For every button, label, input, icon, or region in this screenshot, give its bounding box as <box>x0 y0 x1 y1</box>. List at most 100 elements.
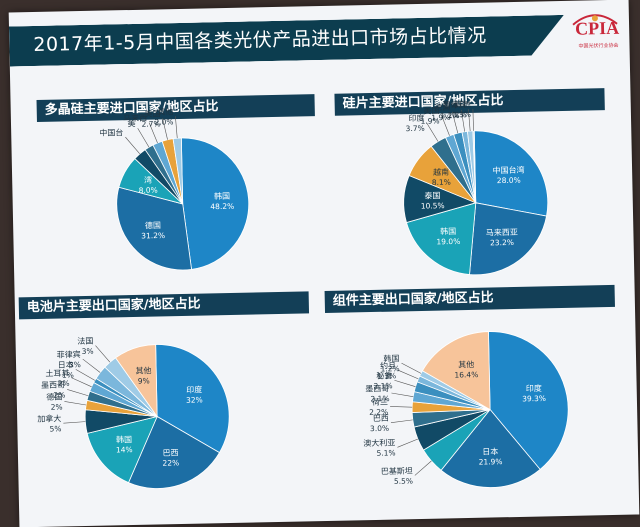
slide: 2017年1-5月中国各类光伏产品进出口市场占比情况 CPIA 中国光伏行业协会… <box>8 0 640 527</box>
slice-label: 巴西 <box>373 414 389 423</box>
leader-line <box>441 115 450 136</box>
slice-value-label: 31.2% <box>141 231 165 240</box>
leader-line <box>468 109 471 132</box>
slice-label: 韩国 <box>214 191 230 201</box>
slice-label: 澳大利亚 <box>363 437 395 448</box>
slice-value-label: 48.2% <box>210 202 234 211</box>
slice-label: 中国台 <box>99 127 123 138</box>
slice-label: 日本 <box>443 100 459 110</box>
slice-label: 其他 <box>135 365 151 375</box>
slice-value-label: 2% <box>58 379 70 388</box>
slice-value-label: 2.1% <box>373 381 392 390</box>
slice-value-label: 8.0% <box>139 186 158 195</box>
leader-line <box>461 109 465 132</box>
slice-value-label: 2.2% <box>369 407 388 416</box>
slice-value-label: 2.1% <box>370 394 389 403</box>
leader-line <box>148 122 158 144</box>
leader-line <box>137 128 150 148</box>
leader-line <box>82 358 101 373</box>
leader-line <box>472 108 474 131</box>
slice-label: 泰国 <box>424 190 440 200</box>
leader-line <box>125 136 140 155</box>
slice-value-label: 8.1% <box>432 178 451 187</box>
slice-value-label: 5% <box>50 424 62 433</box>
slice-value-label: 23.2% <box>490 238 514 247</box>
slice-label: 墨西哥 <box>365 384 389 394</box>
slice-value-label: 14% <box>116 445 133 454</box>
slice-label: 印度 <box>186 384 202 394</box>
leader-line <box>394 379 416 387</box>
slice-value-label: 21.9% <box>479 457 503 466</box>
slice-value-label: 2% <box>51 403 63 412</box>
pie-chart-module: 印度39.3%日本21.9%巴基斯坦5.5%澳大利亚5.1%巴西3.0%荷兰2.… <box>363 331 569 488</box>
slice-label: 马来西亚 <box>486 228 518 238</box>
leader-line <box>397 438 419 448</box>
slice-label: 秘鲁 <box>376 370 392 380</box>
slice-label: 越南 <box>433 167 449 177</box>
slice-value-label: 9% <box>138 376 150 385</box>
slice-value-label: 19.0% <box>436 237 460 246</box>
slice-label: 韩国 <box>440 226 456 236</box>
slice-label: 墨西哥 <box>41 380 65 390</box>
logo-word: CPIA <box>574 17 620 39</box>
slice-label: 德国 <box>434 102 450 112</box>
pie-slice <box>488 331 569 470</box>
slice-label: 其他 <box>157 106 173 116</box>
leader-line <box>63 421 86 424</box>
slice-label: 其他 <box>455 99 471 109</box>
leader-line <box>64 401 87 406</box>
slice-value-label: 1.2% <box>447 110 466 119</box>
slice-value-label: 5.5% <box>394 476 413 485</box>
slice-value-label: 3% <box>82 347 94 356</box>
leader-line <box>414 460 432 476</box>
slice-label: 菲律宾 <box>442 99 466 110</box>
leader-line <box>390 419 413 424</box>
leader-line <box>162 118 168 140</box>
pie-slice <box>116 186 192 271</box>
leader-line <box>71 377 92 388</box>
slice-value-label: 3.7% <box>406 124 425 133</box>
slice-label: 法国 <box>77 336 93 346</box>
slice-label: 巴西 <box>163 448 179 457</box>
pie-slice <box>180 137 250 270</box>
slice-label: 中国台湾 <box>492 165 524 176</box>
slice-value-label: 0.3% <box>452 110 471 119</box>
pie-chart-cell: 印度32%巴西22%韩国14%加拿大5%德国2%墨西哥2%土耳其2%日本1%菲律… <box>37 336 230 489</box>
pie-slice <box>406 202 477 275</box>
slice-value-label: 22% <box>162 458 179 467</box>
leader-line <box>401 362 422 374</box>
pie-slice <box>86 415 158 484</box>
pie-slice <box>115 344 158 418</box>
slice-label: 韩国 <box>383 353 399 363</box>
leader-line <box>391 392 414 397</box>
slice-value-label: 1% <box>62 370 74 379</box>
slice-value-label: 32% <box>186 395 203 404</box>
slice-value-label: 16.4% <box>454 370 478 379</box>
slice-label: 巴基斯坦 <box>381 465 413 476</box>
slice-label: 日本 <box>482 446 498 456</box>
slice-label: 马来西 <box>123 114 147 124</box>
slice-label: 印度 <box>408 113 424 123</box>
slice-label: 其他 <box>458 359 474 369</box>
pie-slice <box>440 408 541 488</box>
slice-label: 日本 <box>58 359 74 369</box>
slice-label: 菲律宾 <box>57 349 81 360</box>
pie-slice <box>473 130 549 217</box>
slice-label: 美国 <box>144 108 160 118</box>
slice-label: 韩国 <box>116 434 132 444</box>
slice-value-label: 2% <box>53 390 65 399</box>
pie-slice <box>172 137 184 205</box>
leader-line <box>67 389 89 397</box>
pie-slice <box>421 331 491 411</box>
slice-value-label: 10.5% <box>421 201 445 210</box>
slice-label: 荷兰 <box>372 396 388 406</box>
slice-value-label: 1.9% <box>420 116 439 125</box>
slice-value-label: 3% <box>69 360 81 369</box>
leader-line <box>426 122 439 142</box>
slice-label: 约旦 <box>380 360 396 370</box>
slice-value-label: 2.7% <box>141 119 160 128</box>
slice-value-label: 2.0% <box>154 117 173 126</box>
pie-slice <box>472 130 477 203</box>
